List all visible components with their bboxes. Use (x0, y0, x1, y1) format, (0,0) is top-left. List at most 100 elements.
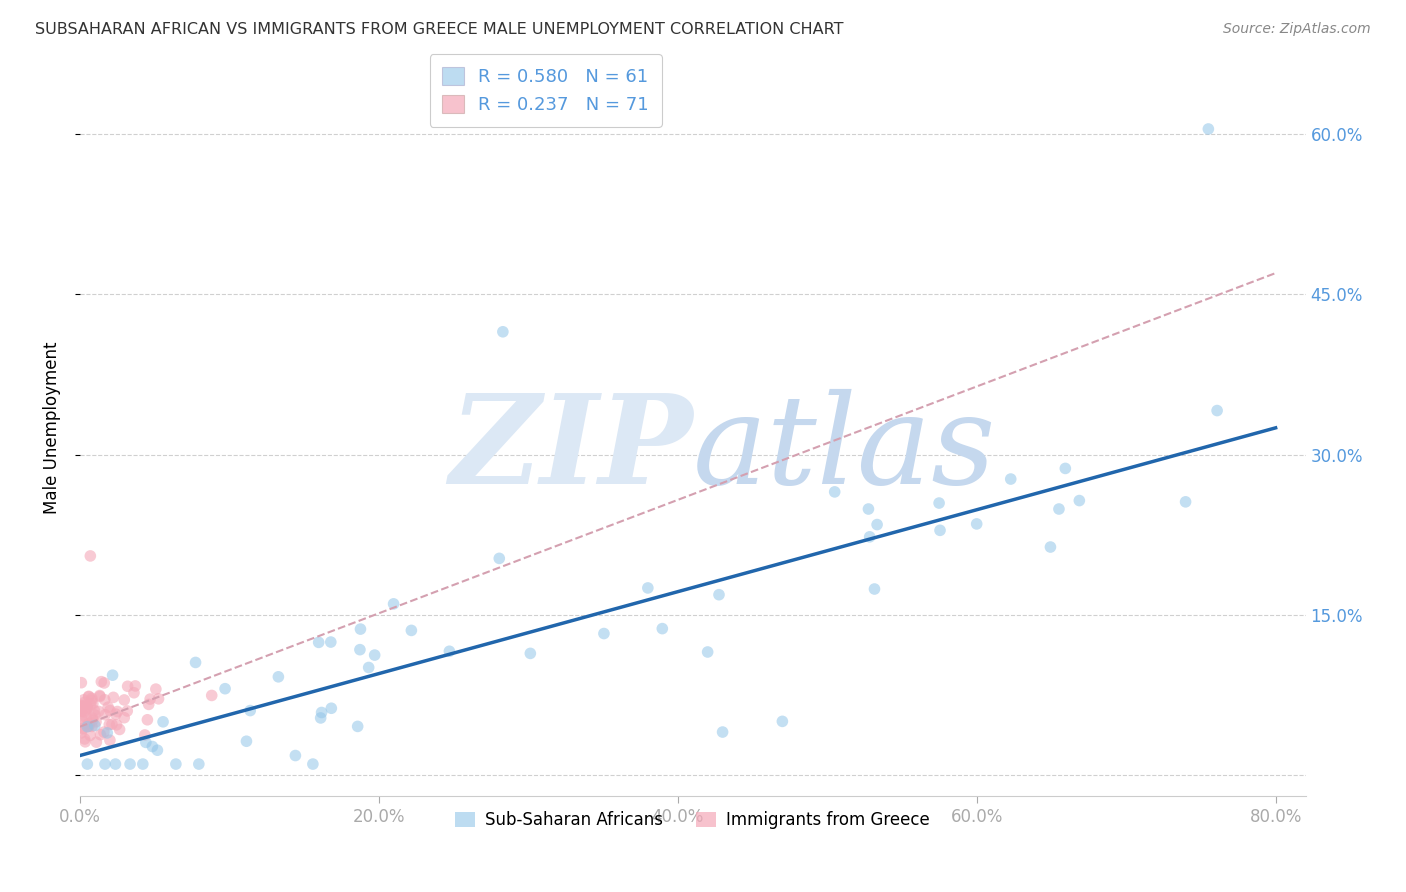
Immigrants from Greece (112, 693, 135, 707)
Immigrants from Greece (70, 699, 93, 714)
Immigrants from Greece (72, 721, 94, 735)
Immigrants from Greece (117, 679, 139, 693)
Immigrants from Greece (87, 705, 110, 719)
Sub-Saharan Africans (1039, 540, 1062, 554)
Sub-Saharan Africans (104, 757, 127, 772)
Immigrants from Greece (76, 701, 98, 715)
Sub-Saharan Africans (382, 597, 405, 611)
Immigrants from Greece (83, 707, 105, 722)
Immigrants from Greece (136, 713, 159, 727)
Sub-Saharan Africans (132, 757, 155, 772)
Text: ZIP: ZIP (449, 389, 693, 511)
Immigrants from Greece (201, 689, 224, 703)
Sub-Saharan Africans (824, 484, 846, 499)
Immigrants from Greece (75, 703, 97, 717)
Sub-Saharan Africans (165, 757, 187, 772)
Immigrants from Greece (80, 719, 103, 733)
Immigrants from Greece (124, 679, 146, 693)
Sub-Saharan Africans (488, 551, 510, 566)
Immigrants from Greece (98, 703, 121, 717)
Sub-Saharan Africans (1174, 495, 1197, 509)
Sub-Saharan Africans (707, 588, 730, 602)
Sub-Saharan Africans (593, 626, 616, 640)
Immigrants from Greece (105, 705, 128, 719)
Sub-Saharan Africans (101, 668, 124, 682)
Sub-Saharan Africans (349, 642, 371, 657)
Immigrants from Greece (75, 735, 97, 749)
Immigrants from Greece (75, 710, 97, 724)
Immigrants from Greece (73, 731, 96, 746)
Sub-Saharan Africans (135, 735, 157, 749)
Immigrants from Greece (77, 719, 100, 733)
Immigrants from Greece (89, 689, 111, 703)
Immigrants from Greece (77, 690, 100, 704)
Immigrants from Greece (73, 705, 96, 719)
Sub-Saharan Africans (321, 701, 343, 715)
Sub-Saharan Africans (966, 516, 988, 531)
Immigrants from Greece (139, 692, 162, 706)
Immigrants from Greece (105, 718, 128, 732)
Sub-Saharan Africans (319, 635, 342, 649)
Immigrants from Greece (138, 698, 160, 712)
Sub-Saharan Africans (96, 726, 118, 740)
Immigrants from Greece (79, 728, 101, 742)
Immigrants from Greece (80, 691, 103, 706)
Immigrants from Greece (101, 717, 124, 731)
Sub-Saharan Africans (928, 496, 950, 510)
Sub-Saharan Africans (239, 704, 262, 718)
Sub-Saharan Africans (859, 530, 882, 544)
Immigrants from Greece (98, 733, 121, 747)
Sub-Saharan Africans (76, 720, 98, 734)
Immigrants from Greece (86, 735, 108, 749)
Sub-Saharan Africans (519, 646, 541, 660)
Immigrants from Greece (70, 675, 93, 690)
Sub-Saharan Africans (146, 743, 169, 757)
Immigrants from Greece (80, 698, 103, 712)
Sub-Saharan Africans (311, 706, 333, 720)
Sub-Saharan Africans (184, 656, 207, 670)
Immigrants from Greece (148, 691, 170, 706)
Sub-Saharan Africans (363, 648, 385, 662)
Immigrants from Greece (93, 725, 115, 739)
Sub-Saharan Africans (863, 582, 886, 596)
Legend: Sub-Saharan Africans, Immigrants from Greece: Sub-Saharan Africans, Immigrants from Gr… (449, 805, 936, 836)
Immigrants from Greece (82, 714, 104, 728)
Immigrants from Greece (76, 699, 98, 714)
Sub-Saharan Africans (696, 645, 718, 659)
Immigrants from Greece (70, 704, 93, 718)
Sub-Saharan Africans (267, 670, 290, 684)
Immigrants from Greece (89, 728, 111, 742)
Immigrants from Greece (122, 686, 145, 700)
Sub-Saharan Africans (76, 757, 98, 772)
Immigrants from Greece (93, 676, 115, 690)
Sub-Saharan Africans (235, 734, 257, 748)
Sub-Saharan Africans (284, 748, 307, 763)
Sub-Saharan Africans (83, 718, 105, 732)
Y-axis label: Male Unemployment: Male Unemployment (44, 342, 60, 514)
Immigrants from Greece (117, 704, 139, 718)
Sub-Saharan Africans (1197, 122, 1219, 136)
Sub-Saharan Africans (118, 757, 141, 772)
Immigrants from Greece (70, 726, 93, 740)
Immigrants from Greece (70, 698, 93, 713)
Immigrants from Greece (94, 707, 117, 722)
Sub-Saharan Africans (1054, 461, 1077, 475)
Sub-Saharan Africans (492, 325, 515, 339)
Sub-Saharan Africans (1047, 502, 1070, 516)
Immigrants from Greece (70, 701, 93, 715)
Immigrants from Greece (112, 711, 135, 725)
Immigrants from Greece (79, 549, 101, 563)
Immigrants from Greece (104, 707, 127, 722)
Sub-Saharan Africans (152, 714, 174, 729)
Immigrants from Greece (145, 682, 167, 697)
Immigrants from Greece (89, 690, 111, 704)
Immigrants from Greece (77, 719, 100, 733)
Sub-Saharan Africans (349, 622, 371, 636)
Immigrants from Greece (90, 674, 112, 689)
Immigrants from Greece (72, 698, 94, 713)
Immigrants from Greece (82, 697, 104, 711)
Immigrants from Greece (83, 704, 105, 718)
Immigrants from Greece (103, 690, 125, 705)
Immigrants from Greece (70, 722, 93, 736)
Immigrants from Greece (98, 717, 121, 731)
